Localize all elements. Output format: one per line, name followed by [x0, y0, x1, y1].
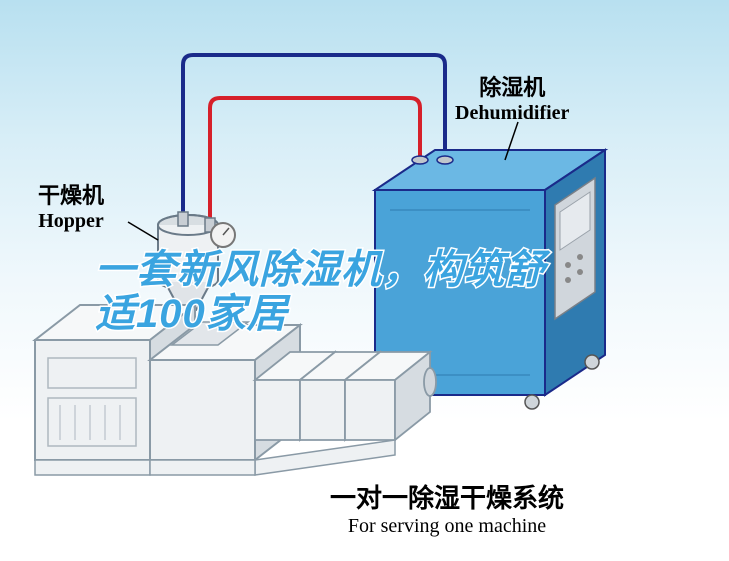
label-line-hopper: [128, 222, 158, 240]
caster-icon: [585, 355, 599, 369]
label-system-cn: 一对一除湿干燥系统: [330, 478, 564, 515]
label-dehumidifier: 除湿机 Dehumidifier: [455, 70, 569, 125]
label-hopper-cn: 干燥机: [38, 178, 104, 210]
label-dehumidifier-cn: 除湿机: [455, 70, 569, 102]
label-hopper-en: Hopper: [38, 210, 104, 233]
caster-icon: [525, 395, 539, 409]
label-system: 一对一除湿干燥系统 For serving one machine: [330, 478, 564, 538]
label-dehumidifier-en: Dehumidifier: [455, 102, 569, 125]
headline-line1: 一套新风除湿机，构筑舒: [95, 248, 546, 292]
headline-overlay: 一套新风除湿机，构筑舒 适100家居: [95, 248, 546, 336]
label-hopper: 干燥机 Hopper: [38, 178, 104, 233]
headline-line2: 适100家居: [95, 292, 546, 336]
label-system-en: For serving one machine: [330, 515, 564, 538]
